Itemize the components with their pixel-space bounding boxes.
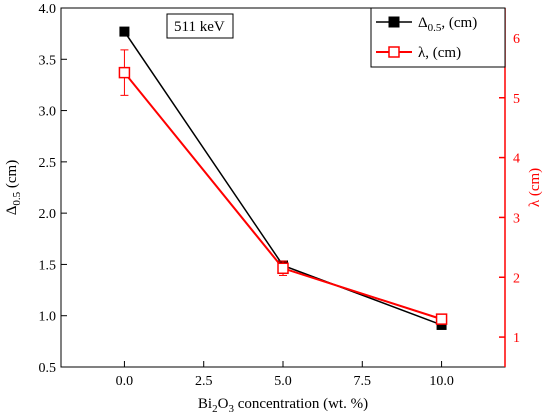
annotation-text: 511 keV (174, 19, 225, 35)
x-tick-label: 0.0 (116, 374, 134, 389)
right-y-axis: 1 2 3 4 5 6 (499, 32, 520, 346)
lambda-point (277, 262, 289, 275)
left-y-tick-label: 4.0 (39, 2, 57, 17)
series-delta (119, 26, 447, 330)
left-y-axis: 0.5 1.0 1.5 2.0 2.5 3.0 3.5 4.0 (39, 2, 67, 376)
left-y-tick-label: 1.5 (39, 258, 57, 273)
left-y-title-suffix: (cm) (4, 160, 20, 192)
x-tick-label: 5.0 (274, 374, 292, 389)
right-y-tick-label: 1 (513, 331, 520, 346)
x-title-sub-3: 3 (228, 403, 234, 415)
x-title-bi: Bi (198, 396, 212, 412)
left-y-tick-label: 2.5 (39, 156, 57, 171)
annotation-box (166, 13, 234, 39)
left-y-tick-label: 2.0 (39, 207, 57, 222)
legend-delta-subscript: 0.5 (428, 22, 442, 34)
right-y-tick-label: 6 (513, 32, 520, 47)
delta-line (123, 31, 442, 326)
left-y-tick-label: 1.0 (39, 310, 57, 325)
left-y-title-subscript: 0.5 (11, 191, 23, 205)
x-axis: 0.0 2.5 5.0 7.5 10.0 (116, 361, 454, 389)
left-y-tick-label: 0.5 (39, 361, 57, 376)
left-y-tick-label: 3.5 (39, 53, 57, 68)
x-tick-label: 10.0 (429, 374, 454, 389)
right-y-axis-title: λ (cm) (527, 168, 543, 207)
legend-delta-marker (388, 16, 400, 28)
right-y-tick-label: 2 (513, 271, 520, 286)
right-y-tick-label: 5 (513, 92, 520, 107)
left-y-tick-label: 3.0 (39, 105, 57, 120)
right-y-tick-label: 3 (513, 211, 520, 226)
series-lambda (118, 49, 448, 325)
left-y-title-symbol: Δ (4, 205, 20, 215)
legend-lambda-marker (388, 46, 400, 58)
legend-delta-suffix: , (cm) (441, 15, 477, 31)
right-y-tick-label: 4 (513, 152, 520, 167)
x-tick-label: 2.5 (195, 374, 213, 389)
x-axis-title: Bi2O3 concentration (wt. %) (198, 396, 368, 415)
x-tick-label: 7.5 (354, 374, 372, 389)
x-title-sub-2: 2 (212, 403, 218, 415)
legend: Δ0.5, (cm) λ, (cm) (370, 7, 506, 68)
lambda-point (118, 66, 131, 79)
legend-delta-label: Δ0.5, (cm) (418, 15, 477, 34)
x-title-o: O (218, 396, 229, 412)
legend-delta-symbol: Δ (418, 15, 428, 31)
delta-point (119, 26, 130, 37)
left-y-axis-title: Δ0.5 (cm) (4, 160, 23, 215)
delta-point (436, 319, 447, 330)
legend-lambda-label: λ, (cm) (418, 45, 461, 61)
energy-annotation: 511 keV (166, 13, 234, 39)
lambda-point (435, 313, 448, 325)
lambda-line (123, 71, 442, 321)
x-title-suffix: concentration (wt. %) (234, 396, 368, 412)
